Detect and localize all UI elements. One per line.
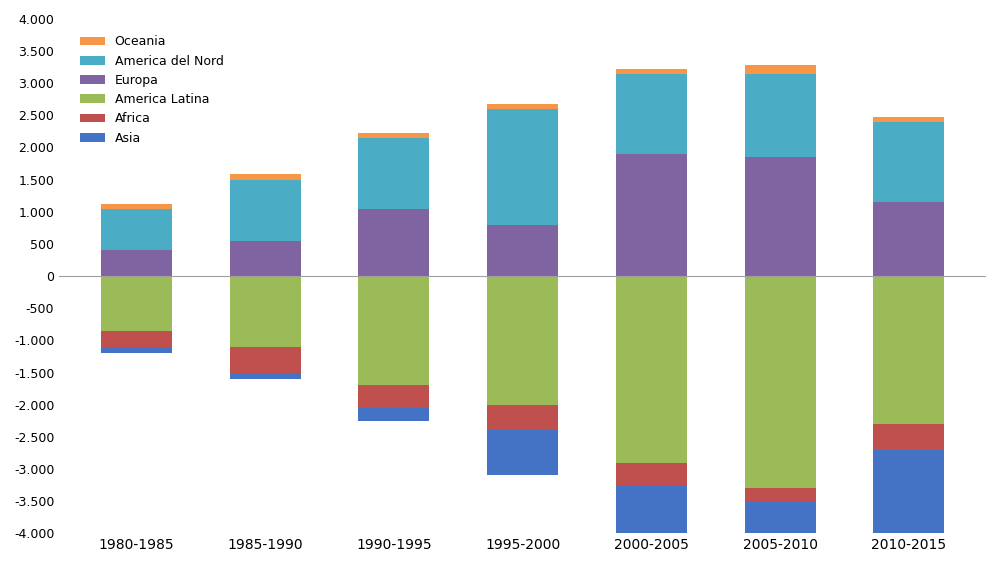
Bar — [745, 65, 816, 74]
Bar — [616, 276, 687, 462]
Bar — [873, 449, 944, 546]
Bar — [358, 208, 429, 276]
Legend: Oceania, America del Nord, Europa, America Latina, Africa, Asia: Oceania, America del Nord, Europa, Ameri… — [75, 31, 229, 149]
Bar — [230, 372, 301, 379]
Bar — [487, 225, 558, 276]
Bar — [487, 104, 558, 109]
Bar — [745, 74, 816, 157]
Bar — [616, 462, 687, 485]
Bar — [358, 134, 429, 138]
Bar — [873, 202, 944, 276]
Bar — [616, 485, 687, 566]
Bar — [745, 501, 816, 566]
Bar — [616, 68, 687, 74]
Bar — [230, 174, 301, 179]
Bar — [230, 276, 301, 347]
Bar — [616, 74, 687, 154]
Bar — [873, 122, 944, 202]
Bar — [873, 424, 944, 449]
Bar — [101, 347, 172, 353]
Bar — [230, 347, 301, 372]
Bar — [745, 488, 816, 501]
Bar — [101, 204, 172, 208]
Bar — [358, 385, 429, 408]
Bar — [101, 250, 172, 276]
Bar — [101, 331, 172, 347]
Bar — [358, 276, 429, 385]
Bar — [616, 154, 687, 276]
Bar — [487, 276, 558, 405]
Bar — [745, 157, 816, 276]
Bar — [230, 241, 301, 276]
Bar — [487, 430, 558, 475]
Bar — [230, 179, 301, 241]
Bar — [358, 408, 429, 421]
Bar — [745, 276, 816, 488]
Bar — [101, 208, 172, 250]
Bar — [873, 117, 944, 122]
Bar — [873, 276, 944, 424]
Bar — [358, 138, 429, 208]
Bar — [101, 276, 172, 331]
Bar — [487, 109, 558, 225]
Bar — [487, 405, 558, 430]
